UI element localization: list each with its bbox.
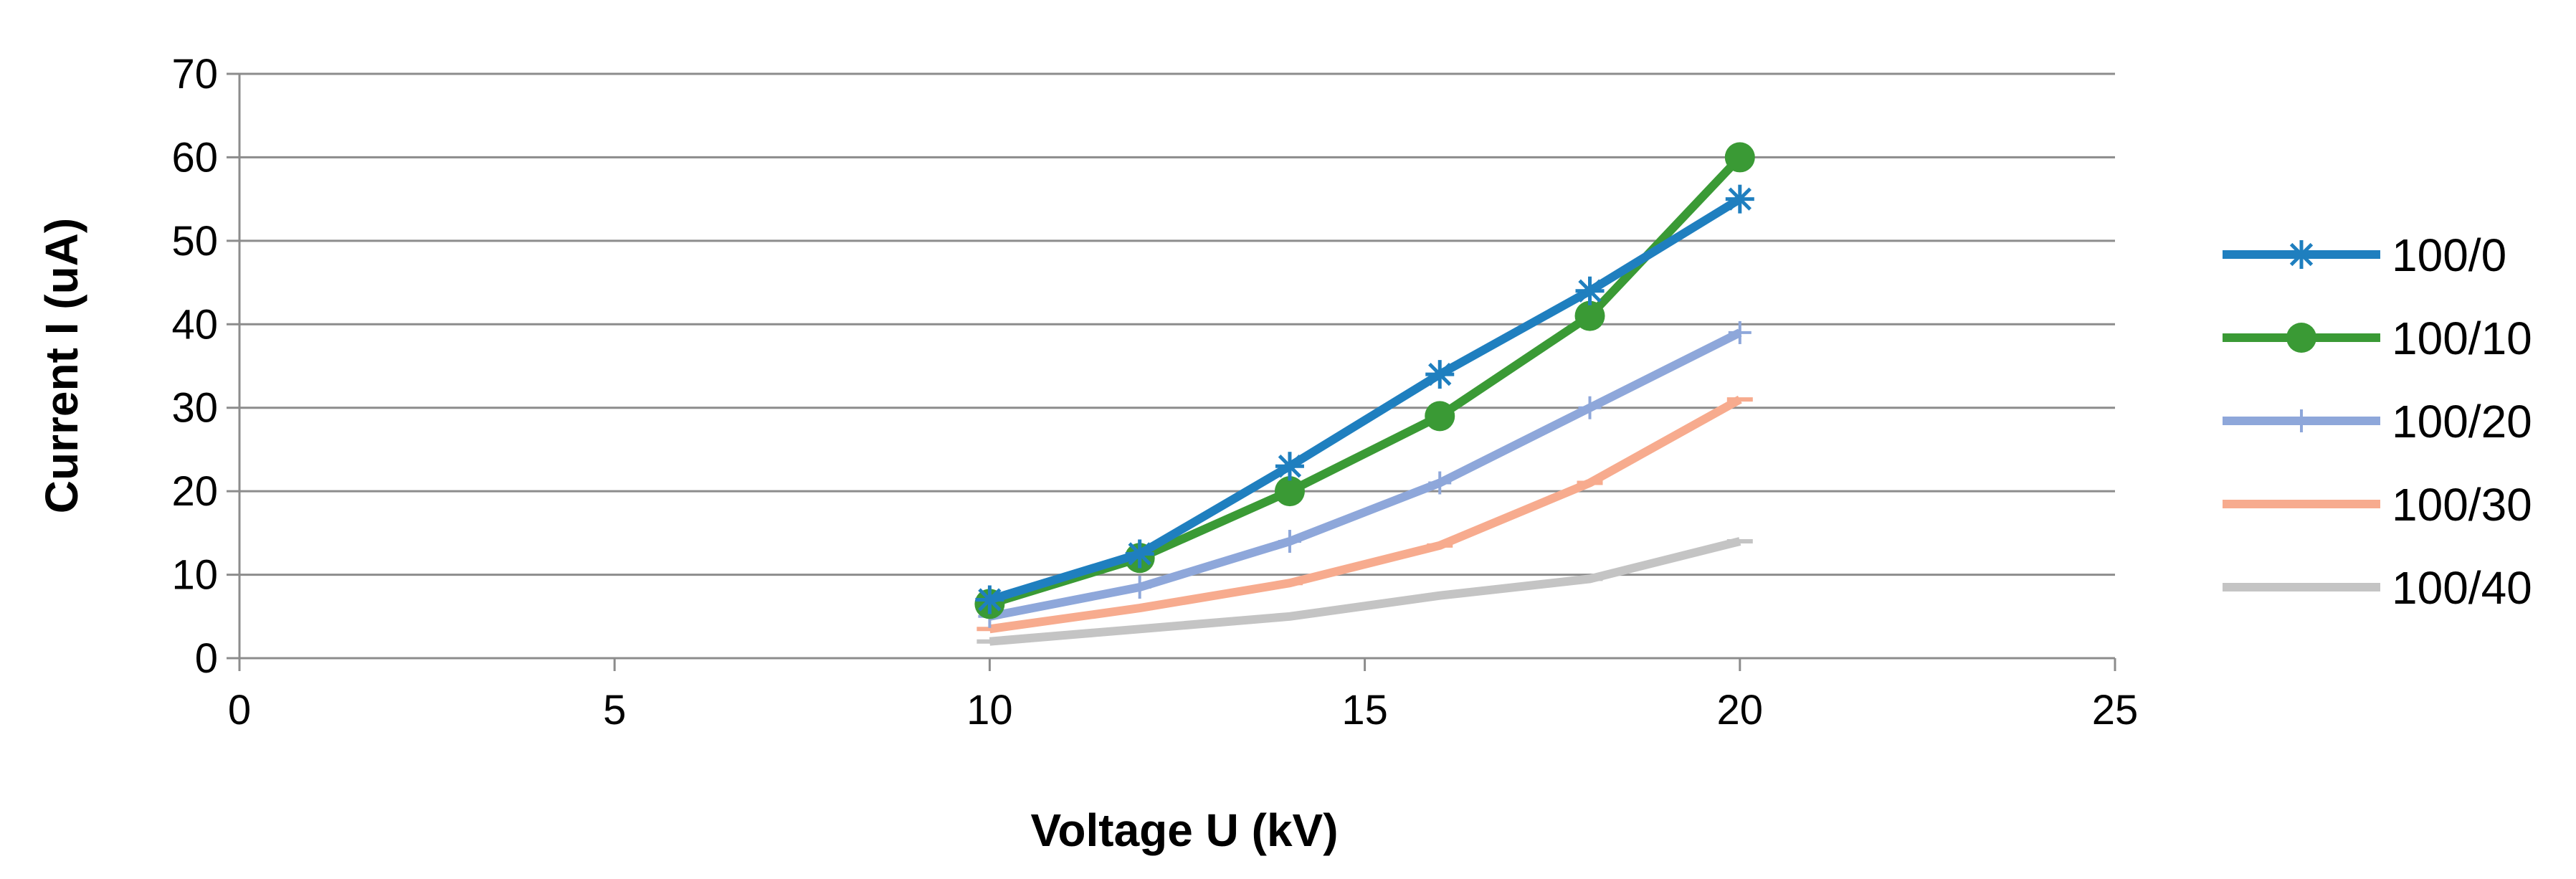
legend-item: 100/40 (2223, 562, 2532, 614)
y-tick-label: 40 (171, 301, 218, 348)
x-tick-label: 15 (1341, 687, 1388, 733)
data-point (1125, 539, 1154, 569)
series-line (989, 537, 1741, 646)
data-point (1128, 576, 1151, 599)
legend-item: 100/10 (2223, 313, 2532, 364)
data-point (1725, 184, 1754, 214)
y-tick-label: 70 (171, 51, 218, 98)
x-tick-label: 5 (603, 687, 626, 733)
y-tick-label: 30 (171, 385, 218, 432)
x-tick-label: 20 (1717, 687, 1764, 733)
series-lines (974, 142, 1755, 646)
marker-stroke (2289, 242, 2314, 267)
x-tick-labels: 0 5 10 15 20 25 (228, 687, 2138, 733)
legend-item: 100/20 (2223, 396, 2532, 447)
axes (227, 72, 2116, 671)
marker-stroke (978, 588, 1002, 612)
y-tick-labels: 0 10 20 30 40 50 60 70 (171, 51, 218, 682)
legend-label: 100/30 (2392, 479, 2532, 531)
data-point (1274, 476, 1305, 507)
y-axis-title: Current I (uA) (36, 218, 87, 513)
data-point (1578, 396, 1602, 419)
data-point (1425, 360, 1455, 389)
data-point (1425, 401, 1455, 432)
legend-item: 100/30 (2223, 479, 2532, 531)
gridlines (239, 72, 2115, 576)
data-point (1728, 320, 1752, 344)
series-100-40 (976, 537, 1753, 646)
legend-marker (2290, 409, 2313, 432)
series-100-0 (975, 184, 1754, 614)
y-tick-label: 10 (171, 552, 218, 599)
legend-label: 100/0 (2392, 229, 2506, 281)
marker-stroke (1278, 455, 1302, 478)
x-tick-label: 0 (228, 687, 251, 733)
series-line (988, 195, 1742, 604)
legend-label: 100/10 (2392, 313, 2532, 364)
x-tick-label: 10 (966, 687, 1013, 733)
data-point (1275, 452, 1304, 481)
y-tick-label: 0 (195, 635, 218, 682)
legend-label: 100/20 (2392, 396, 2532, 447)
y-tick-label: 60 (171, 134, 218, 181)
data-point (1574, 300, 1605, 331)
series-line (989, 328, 1742, 621)
marker-stroke (1728, 187, 1752, 211)
data-point (1428, 471, 1452, 495)
data-point (975, 585, 1004, 614)
legend-marker (2286, 323, 2316, 353)
marker-stroke (1578, 279, 1602, 303)
data-point (1575, 276, 1605, 305)
legend-label: 100/40 (2392, 562, 2532, 614)
x-tick-label: 25 (2092, 687, 2139, 733)
series-line (989, 395, 1742, 634)
x-axis-title: Voltage U (kV) (1030, 804, 1338, 856)
legend: 100/0 100/10 100/20 100/30 100/40 (2223, 229, 2532, 614)
series-line (988, 154, 1744, 609)
series-100-20 (978, 320, 1752, 628)
legend-item: 100/0 (2223, 229, 2506, 281)
data-point (1278, 530, 1301, 553)
legend-marker (2287, 240, 2316, 269)
y-tick-label: 50 (171, 218, 218, 265)
marker-stroke (1128, 542, 1151, 566)
y-tick-label: 20 (171, 468, 218, 515)
data-point (1724, 142, 1755, 173)
series-100-30 (976, 395, 1753, 634)
marker-stroke (1428, 362, 1452, 386)
